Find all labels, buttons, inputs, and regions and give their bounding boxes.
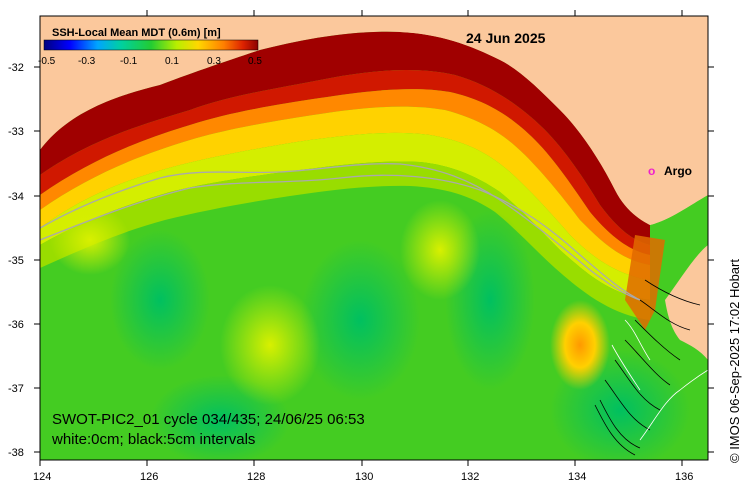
contours-black: [594, 279, 701, 456]
eddy-yellow-2: [400, 200, 480, 300]
x-tick-label: 130: [355, 471, 373, 483]
eddy-green-1: [110, 230, 210, 370]
contours-white: [611, 319, 708, 441]
x-tick-label: 128: [247, 471, 265, 483]
colorbar-tick: 0.5: [248, 56, 262, 67]
shelf-contour-2: [40, 174, 641, 301]
x-tick-label: 124: [33, 471, 51, 483]
argo-label: Argo: [664, 164, 692, 178]
colorbar-tick: -0.1: [120, 56, 138, 67]
y-tick-label: -33: [8, 126, 24, 138]
ssh-band-red: [40, 70, 650, 255]
y-axis: [34, 66, 714, 453]
eddy-orange-1: [550, 300, 610, 390]
colorbar-tick: -0.5: [38, 56, 56, 67]
ssh-band-lime: [40, 161, 650, 320]
y-tick-label: -38: [8, 447, 24, 459]
colorbar: [43, 39, 259, 51]
x-tick-label: 134: [568, 471, 586, 483]
map-date: 24 Jun 2025: [466, 30, 546, 46]
map-area: [40, 16, 708, 460]
swot-swath: [625, 235, 665, 330]
y-tick-label: -34: [8, 191, 24, 203]
info-cycle: SWOT-PIC2_01 cycle 034/435; 24/06/25 06:…: [52, 411, 365, 428]
y-tick-label: -32: [8, 62, 24, 74]
y-tick-label: -35: [8, 255, 24, 267]
credit: © IMOS 06-Sep-2025 17:02 Hobart: [727, 259, 742, 463]
colorbar-ramp: [43, 39, 259, 51]
ssh-band-yellow: [40, 106, 650, 280]
x-tick-label: 132: [461, 471, 479, 483]
colorbar-tick: -0.3: [78, 56, 96, 67]
ssh-band-dark-red: [40, 31, 650, 245]
x-axis: [39, 10, 683, 466]
x-tick-label: 136: [675, 471, 693, 483]
colorbar-title: SSH-Local Mean MDT (0.6m) [m]: [52, 27, 221, 39]
eddy-green-2: [300, 240, 420, 400]
plot-border: [39, 15, 709, 461]
coastline-land: [390, 16, 708, 225]
colorbar-tick: 0.1: [165, 56, 179, 67]
y-tick-label: -37: [8, 383, 24, 395]
argo-marker-icon: o: [648, 164, 655, 178]
coastline-land-south: [665, 245, 708, 360]
ssh-band-orange: [40, 89, 650, 266]
shelf-contour: [40, 163, 641, 301]
eddy-yellow-1: [220, 285, 320, 405]
eddy-yellow-3: [50, 205, 130, 275]
colorbar-tick: 0.3: [207, 56, 221, 67]
x-tick-label: 126: [140, 471, 158, 483]
info-contours: white:0cm; black:5cm intervals: [51, 431, 255, 448]
ssh-band-light-yellow: [40, 132, 650, 300]
y-tick-label: -36: [8, 319, 24, 331]
